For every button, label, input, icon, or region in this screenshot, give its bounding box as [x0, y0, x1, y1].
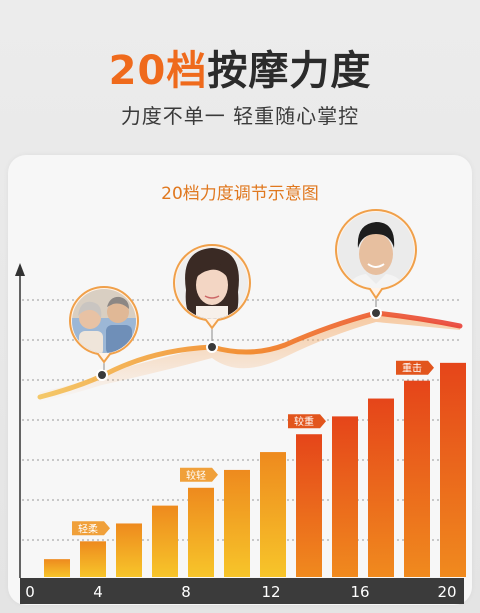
bar-label: 较轻: [180, 467, 218, 482]
headline-text: 按摩力度: [207, 48, 372, 94]
bar: [332, 416, 358, 577]
bar: [80, 541, 106, 577]
bar-label-text: 轻柔: [78, 522, 98, 535]
elderly-couple-avatar: [68, 286, 140, 364]
bar-label-text: 较轻: [186, 469, 206, 482]
bar: [224, 469, 250, 577]
x-tick-label: 12: [261, 583, 280, 601]
trend-points: [96, 307, 382, 381]
bar-labels: 轻柔 较轻 较重 重击: [72, 360, 434, 536]
trend-point: [206, 341, 218, 353]
x-axis-band: [20, 578, 464, 604]
bar: [188, 487, 214, 577]
x-tick-label: 4: [93, 583, 103, 601]
headline: 20档按摩力度: [0, 38, 480, 96]
chart-title: 20档力度调节示意图: [161, 184, 319, 204]
trend-point: [370, 307, 382, 319]
young-woman-avatar: [172, 244, 252, 330]
bar: [116, 523, 142, 577]
y-axis: [15, 263, 25, 578]
bar: [440, 362, 466, 577]
bar: [152, 505, 178, 577]
bar-label-text: 较重: [294, 415, 314, 428]
bar-label: 较重: [288, 414, 326, 429]
bars: [44, 362, 466, 577]
young-man-avatar: [334, 209, 418, 300]
trend-point: [96, 369, 108, 381]
x-tick-label: 0: [25, 583, 35, 601]
bar-label-text: 重击: [402, 362, 422, 375]
x-tick-label: 20: [437, 583, 456, 601]
bar: [368, 398, 394, 577]
bar: [44, 559, 70, 577]
bar: [260, 452, 286, 577]
y-axis-arrow: [15, 263, 25, 276]
headline-number: 20档: [108, 48, 208, 94]
x-tick-label: 8: [181, 583, 191, 601]
subtitle: 力度不单一 轻重随心掌控: [120, 104, 360, 128]
bar-label: 重击: [396, 360, 434, 375]
header: 20档按摩力度 力度不单一 轻重随心掌控: [0, 0, 480, 150]
bar: [404, 380, 430, 577]
x-tick-label: 16: [350, 583, 369, 601]
bar-label: 轻柔: [72, 521, 110, 536]
bar: [296, 434, 322, 577]
x-tick-labels: 0 4 8 12 16 20: [25, 583, 456, 601]
